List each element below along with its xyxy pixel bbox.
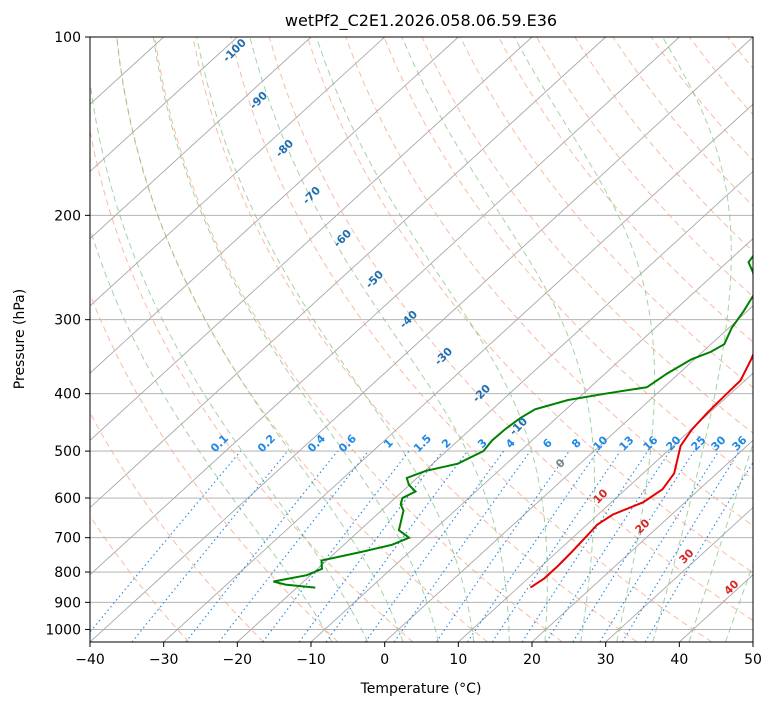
x-tick-label: 40	[670, 652, 688, 668]
dry-adiabat-line	[90, 127, 414, 642]
isotherm-line	[90, 37, 606, 509]
y-tick-label: 100	[54, 30, 81, 46]
x-tick-label: 20	[523, 652, 541, 668]
dry-adiabat-line	[536, 37, 753, 298]
x-tick-label: −40	[75, 652, 105, 668]
y-tick-label: 300	[54, 313, 81, 329]
x-tick-label: −10	[296, 652, 326, 668]
dry-adiabat-line	[307, 37, 753, 574]
y-tick-label: 800	[54, 565, 81, 581]
mixing-ratio-line	[545, 450, 671, 642]
isotherm-line	[90, 37, 680, 576]
x-axis-label: Temperature (°C)	[360, 681, 482, 697]
moist-adiabat-line	[249, 37, 510, 642]
dry-adiabat-line	[90, 515, 190, 642]
isotherm-line	[458, 372, 753, 642]
x-tick-label: −30	[149, 652, 179, 668]
y-axis-ticks: 100 200 300 400 500 600 700 800 900 1000	[45, 30, 90, 638]
y-tick-label: 500	[54, 444, 81, 460]
moist-adiabat-line	[652, 37, 732, 642]
y-tick-label: 400	[54, 387, 81, 403]
moist-adiabat-line	[725, 563, 753, 642]
moist-adiabat-line	[90, 227, 333, 642]
moist-adiabat-line	[401, 37, 596, 642]
x-tick-label: −20	[223, 652, 253, 668]
y-tick-label: 900	[54, 595, 81, 611]
mixing-ratio-line	[599, 450, 720, 642]
isotherm-line	[237, 170, 753, 642]
background-guide-lines	[90, 37, 753, 642]
mixing-ratio-line	[572, 450, 695, 642]
y-tick-label: 600	[54, 491, 81, 507]
mixing-ratio-line	[621, 450, 740, 642]
moist-adiabat-line	[688, 442, 753, 642]
x-axis-ticks: −40 −30 −20 −10 0 10 20 30 40 50	[75, 642, 762, 668]
mixing-ratio-line	[131, 450, 289, 642]
y-tick-label: 1000	[45, 622, 81, 638]
plot-frame	[89, 36, 754, 643]
mixing-ratio-line	[262, 450, 410, 642]
moist-adiabat-line	[513, 37, 656, 642]
isotherm-line	[531, 439, 753, 642]
dry-adiabat-line	[90, 292, 339, 642]
mixing-ratio-line	[185, 450, 339, 642]
isotherm-line	[90, 37, 238, 173]
isotherm-line	[310, 238, 753, 642]
dry-adiabat-line	[268, 37, 753, 622]
x-tick-label: 10	[449, 652, 467, 668]
isotherm-line	[90, 37, 385, 307]
mixing-ratio-line	[393, 450, 531, 642]
mixing-ratio-line	[435, 450, 570, 642]
isotherm-line	[384, 305, 753, 642]
moist-adiabat-line	[152, 37, 439, 642]
isotherm-line	[605, 506, 753, 642]
isotherm-line	[90, 37, 753, 642]
dry-adiabat-line	[345, 37, 753, 527]
x-tick-label: 30	[597, 652, 615, 668]
moist-adiabat-line	[196, 37, 475, 642]
dry-adiabat-line	[90, 411, 264, 642]
y-tick-label: 700	[54, 531, 81, 547]
isotherm-line	[90, 37, 312, 240]
y-tick-label: 200	[54, 208, 81, 224]
isotherm-line	[163, 103, 753, 642]
chart-title: wetPf2_C2E1.2026.058.06.59.E36	[285, 11, 557, 31]
mixing-ratio-line	[521, 450, 649, 642]
y-axis-label: Pressure (hPa)	[12, 289, 28, 389]
dry-adiabat-line	[192, 37, 638, 642]
isotherm-line	[90, 37, 459, 374]
dewpoint-curve	[273, 254, 753, 589]
temperature-curve	[529, 352, 753, 589]
isotherm-line	[90, 37, 533, 441]
mixing-ratio-line	[644, 461, 753, 642]
x-tick-label: 50	[744, 652, 762, 668]
profile-curves	[273, 254, 753, 589]
dry-adiabat-line	[230, 37, 712, 642]
x-tick-label: 0	[380, 652, 389, 668]
moist-adiabat-line	[116, 37, 404, 642]
dry-adiabat-line	[154, 37, 563, 642]
moist-adiabat-line	[315, 37, 548, 642]
mixing-ratio-line	[467, 450, 599, 642]
mixing-ratio-line	[491, 450, 621, 642]
moist-adiabat-line	[90, 77, 369, 642]
